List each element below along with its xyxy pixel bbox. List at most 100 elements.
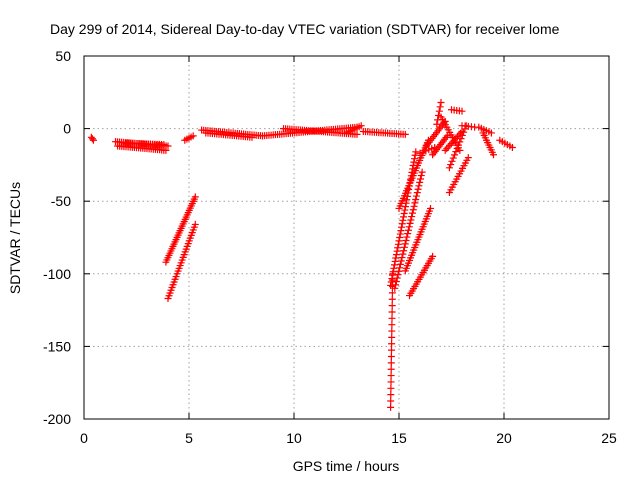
data-point [387, 352, 395, 360]
data-point [451, 151, 459, 159]
y-tick-label: -100 [43, 266, 71, 282]
data-point [411, 151, 419, 159]
data-point [415, 182, 423, 190]
data-point [403, 196, 411, 204]
data-point [191, 193, 199, 201]
data-point [395, 267, 403, 275]
data-point [454, 141, 462, 149]
data-point [88, 135, 96, 143]
data-point [414, 185, 422, 193]
data-point [388, 289, 396, 297]
data-point [400, 213, 408, 221]
data-point [443, 145, 451, 153]
grid-lines [84, 56, 609, 419]
data-point [433, 120, 441, 128]
data-point [412, 192, 420, 200]
data-point [387, 372, 395, 380]
data-point [416, 175, 424, 183]
data-point [394, 244, 402, 252]
x-tick-label: 20 [496, 430, 512, 446]
data-point [411, 199, 419, 207]
data-point [392, 254, 400, 262]
data-point [397, 257, 405, 265]
data-point [446, 141, 454, 149]
data-point [417, 172, 425, 180]
data-point [403, 233, 411, 241]
data-point [441, 146, 449, 154]
data-point [388, 295, 396, 303]
data-point [401, 130, 409, 138]
data-point [353, 130, 361, 138]
data-point [401, 206, 409, 214]
x-tick-label: 5 [185, 430, 193, 446]
data-point [191, 220, 199, 228]
data-point [416, 178, 424, 186]
data-point [396, 264, 404, 272]
data-point [408, 209, 416, 217]
data-point [388, 308, 396, 316]
data-point [490, 151, 497, 159]
data-point [413, 189, 421, 197]
data-point [392, 277, 400, 285]
data-point [401, 240, 409, 248]
data-point [464, 154, 472, 162]
data-point [406, 219, 414, 227]
data-point [399, 250, 407, 258]
data-point [395, 237, 403, 245]
data-point [388, 346, 395, 354]
y-axis-label: SDTVAR / TECUs [7, 182, 23, 294]
data-point [388, 327, 396, 335]
data-point [396, 230, 404, 238]
data-point [407, 216, 415, 224]
data-point [457, 135, 465, 143]
data-point [400, 243, 408, 251]
data-point [508, 143, 516, 151]
data-point [435, 107, 443, 115]
data-point [437, 98, 445, 106]
data-point [162, 146, 170, 154]
data-point [388, 333, 396, 341]
data-point [89, 136, 97, 144]
x-tick-label: 10 [286, 430, 302, 446]
data-point [394, 271, 402, 279]
y-tick-label: -50 [51, 193, 71, 209]
data-point [248, 133, 256, 141]
data-point [425, 146, 433, 154]
data-point [410, 202, 418, 210]
data-point [391, 284, 399, 292]
data-point [447, 161, 455, 169]
data-point [396, 233, 404, 241]
data-point [404, 226, 412, 234]
data-point [401, 203, 409, 211]
data-point [387, 397, 395, 405]
data-point [429, 252, 437, 260]
data-point [400, 209, 408, 217]
y-tick-label: 50 [55, 48, 71, 64]
data-point [398, 254, 406, 262]
y-tick-label: -200 [43, 411, 71, 427]
data-point [418, 168, 426, 176]
data-point [458, 107, 466, 115]
data-point [392, 251, 400, 259]
data-point [428, 145, 436, 153]
data-point [387, 365, 395, 373]
data-point [412, 195, 420, 203]
data-point [410, 158, 418, 166]
data-point [453, 133, 461, 141]
axis-ticks: 0 5 10 15 20 25 50 0 -50 -100 -150 -200 [43, 48, 617, 446]
data-point [387, 378, 395, 386]
data-point [387, 384, 395, 392]
data-point [412, 148, 420, 156]
data-point [447, 140, 455, 148]
data-point [402, 236, 410, 244]
data-point [405, 223, 413, 231]
data-point [409, 206, 417, 214]
data-point [393, 274, 401, 282]
data-point [357, 122, 365, 130]
data-point [452, 148, 460, 156]
data-point [388, 340, 396, 348]
data-point [416, 149, 424, 157]
data-point [427, 204, 434, 212]
data-point [160, 141, 168, 149]
